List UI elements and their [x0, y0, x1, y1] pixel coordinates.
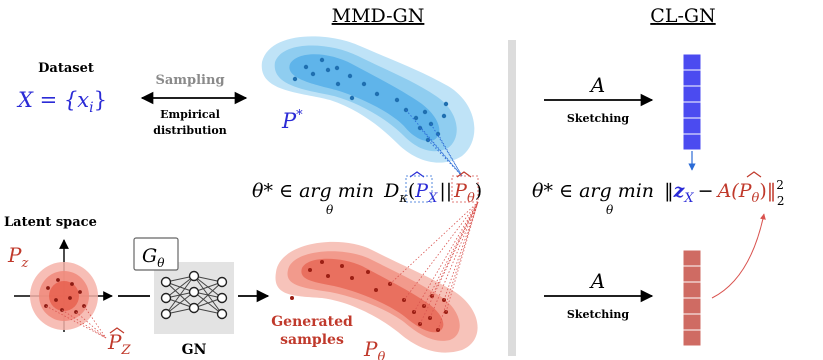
generator-symbol: Gθ — [142, 245, 165, 270]
mmd-gn-header: MMD-GN — [332, 5, 425, 27]
generated-sketch-vector — [682, 249, 702, 347]
data-points — [292, 57, 449, 143]
mmd-hat-px — [409, 171, 425, 178]
p-star-label: P* — [281, 108, 303, 133]
latent-space-label: Latent space — [4, 215, 97, 230]
mmd-ptheta-box — [451, 175, 479, 203]
cl-gn-header: CL-GN — [650, 5, 715, 27]
p-theta-label: Pθ — [363, 337, 385, 360]
data-distribution-blob — [261, 36, 475, 163]
cl-argmin-sub: θ — [606, 203, 614, 217]
empirical-label-2: distribution — [153, 124, 226, 137]
sketching-label-top: Sketching — [567, 112, 630, 125]
red-dotted-links — [389, 201, 479, 331]
dataset-label: Dataset — [38, 61, 94, 76]
data-sketch-vector — [682, 53, 702, 151]
generated-label-2: samples — [280, 332, 344, 348]
sketch-operator-top: A — [589, 73, 605, 97]
latent-gaussian — [30, 262, 98, 330]
pz-label: Pz — [7, 243, 28, 271]
generator-network — [133, 237, 234, 334]
generated-distribution-blob — [275, 241, 478, 353]
mmd-argmin-sub: θ — [326, 203, 334, 217]
mmd-hat-ptheta — [456, 171, 472, 178]
mmd-objective: θ* ∈ arg min Dκ(PX || Pθ) — [252, 180, 482, 206]
section-divider — [508, 40, 516, 356]
empirical-label-1: Empirical — [160, 108, 220, 121]
pz-hat-label: PZ — [107, 330, 131, 358]
pz-hat-accent — [109, 327, 125, 334]
blue-dotted-links — [405, 109, 463, 177]
sketching-label-bottom: Sketching — [567, 308, 630, 321]
cl-hat-ptheta — [746, 171, 762, 178]
sketch-to-objective-arrow — [711, 213, 766, 299]
gn-label: GN — [182, 342, 207, 358]
generated-label-1: Generated — [271, 314, 353, 330]
dataset-formula: X = {xi} — [16, 88, 107, 116]
sketch-operator-bottom: A — [589, 269, 605, 293]
sampling-label: Sampling — [155, 73, 224, 88]
mmd-px-box — [405, 175, 433, 203]
cl-objective: θ* ∈ arg min ‖zX − A(Pθ)‖2 2 — [532, 178, 785, 208]
latent-dotted-links — [45, 305, 107, 339]
